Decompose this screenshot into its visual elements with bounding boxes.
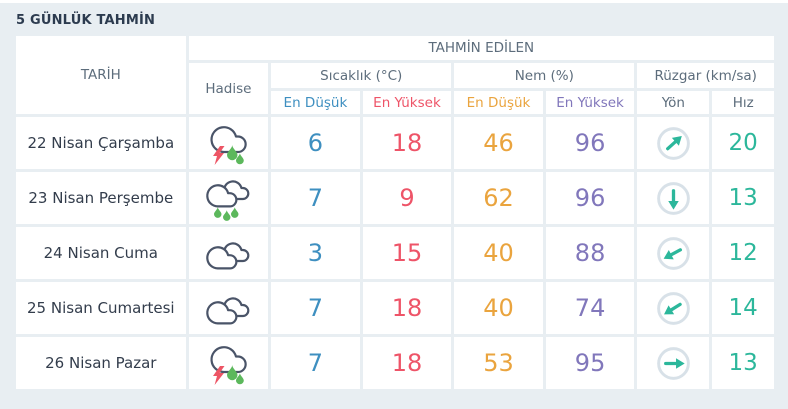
forecast-row: 24 Nisan Cuma 3 15 40 88 12	[16, 227, 774, 279]
forecast-date: 24 Nisan Cuma	[16, 227, 186, 279]
forecast-table: TARİH TAHMİN EDİLEN Hadise Sıcaklık (°C)…	[13, 33, 777, 392]
thunderstorm-rain-icon	[204, 120, 252, 166]
temp-low-value: 6	[271, 117, 360, 169]
column-header-date: TARİH	[16, 36, 186, 114]
humidity-low-value: 40	[454, 282, 543, 334]
temp-low-value: 7	[271, 337, 360, 389]
column-header-hum-high: En Yüksek	[545, 91, 635, 114]
wind-direction-arrow-icon	[657, 126, 690, 160]
rainy-icon	[204, 175, 252, 221]
forecast-date: 23 Nisan Perşembe	[16, 172, 186, 224]
column-header-condition: Hadise	[188, 63, 269, 114]
humidity-low-value: 62	[454, 172, 543, 224]
forecast-row: 25 Nisan Cumartesi 7 18 40 74 14	[16, 282, 774, 334]
wind-direction-arrow-icon	[657, 291, 690, 325]
cloudy-icon	[204, 285, 252, 331]
temp-low-value: 3	[271, 227, 360, 279]
column-header-wind: Rüzgar (km/sa)	[637, 63, 774, 88]
humidity-low-value: 40	[454, 227, 543, 279]
humidity-high-value: 96	[545, 117, 635, 169]
thunderstorm-rain-icon	[204, 340, 252, 386]
humidity-low-value: 46	[454, 117, 543, 169]
column-header-hum-low: En Düşük	[454, 91, 543, 114]
column-header-temp-high: En Yüksek	[362, 91, 452, 114]
wind-speed-value: 13	[712, 337, 774, 389]
temp-high-value: 15	[362, 227, 452, 279]
forecast-row: 26 Nisan Pazar 7 18 53 95 13	[16, 337, 774, 389]
temp-high-value: 18	[362, 282, 452, 334]
humidity-high-value: 96	[545, 172, 635, 224]
forecast-date: 22 Nisan Çarşamba	[16, 117, 186, 169]
humidity-low-value: 53	[454, 337, 543, 389]
column-header-predicted: TAHMİN EDİLEN	[188, 36, 774, 60]
wind-speed-value: 20	[712, 117, 774, 169]
humidity-high-value: 88	[545, 227, 635, 279]
wind-speed-value: 13	[712, 172, 774, 224]
forecast-rows: 22 Nisan Çarşamba 6 18 46 96 20 23 Nisan…	[16, 117, 774, 389]
forecast-row: 22 Nisan Çarşamba 6 18 46 96 20	[16, 117, 774, 169]
forecast-row: 23 Nisan Perşembe 7 9 62 96 13	[16, 172, 774, 224]
wind-direction-arrow-icon	[657, 181, 690, 215]
temp-high-value: 18	[362, 337, 452, 389]
column-header-wind-dir: Yön	[637, 91, 710, 114]
temp-low-value: 7	[271, 172, 360, 224]
temp-low-value: 7	[271, 282, 360, 334]
humidity-high-value: 74	[545, 282, 635, 334]
column-header-humidity: Nem (%)	[454, 63, 635, 88]
wind-direction-arrow-icon	[657, 346, 690, 380]
wind-speed-value: 14	[712, 282, 774, 334]
temp-high-value: 9	[362, 172, 452, 224]
temp-high-value: 18	[362, 117, 452, 169]
page-title: 5 GÜNLÜK TAHMİN	[16, 13, 156, 28]
cloudy-icon	[204, 230, 252, 276]
humidity-high-value: 95	[545, 337, 635, 389]
forecast-date: 26 Nisan Pazar	[16, 337, 186, 389]
forecast-panel: 5 GÜNLÜK TAHMİN TARİH TAHMİN EDİLEN Hadi…	[0, 3, 788, 392]
forecast-date: 25 Nisan Cumartesi	[16, 282, 186, 334]
wind-speed-value: 12	[712, 227, 774, 279]
column-header-temp-low: En Düşük	[271, 91, 360, 114]
wind-direction-arrow-icon	[657, 236, 690, 270]
column-header-temperature: Sıcaklık (°C)	[271, 63, 452, 88]
column-header-wind-speed: Hız	[712, 91, 774, 114]
